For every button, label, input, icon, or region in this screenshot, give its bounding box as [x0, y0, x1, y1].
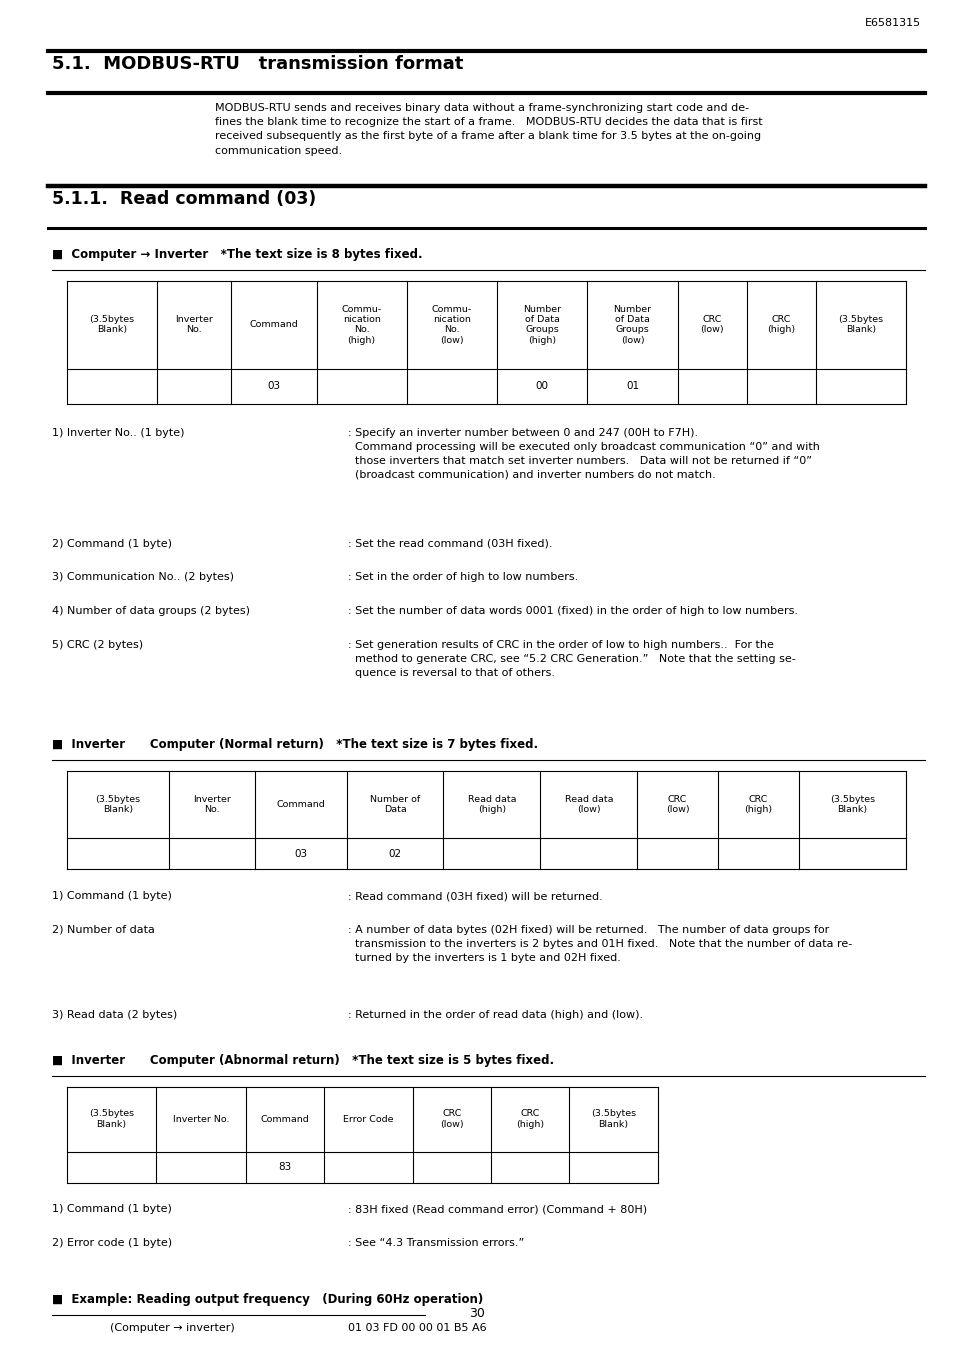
- Text: 3) Communication No.. (2 bytes): 3) Communication No.. (2 bytes): [52, 572, 234, 582]
- Text: 02: 02: [388, 849, 401, 859]
- Text: Error Code: Error Code: [343, 1115, 394, 1123]
- Text: Commu-
nication
No.
(high): Commu- nication No. (high): [341, 305, 381, 344]
- Text: CRC
(high): CRC (high): [766, 315, 795, 335]
- Text: Read data
(high): Read data (high): [467, 795, 516, 814]
- Text: ■  Example: Reading output frequency   (During 60Hz operation): ■ Example: Reading output frequency (Dur…: [52, 1293, 483, 1307]
- Text: Number of
Data: Number of Data: [370, 795, 419, 814]
- Text: 5) CRC (2 bytes): 5) CRC (2 bytes): [52, 640, 144, 649]
- Text: (3.5bytes
Blank): (3.5bytes Blank): [829, 795, 874, 814]
- Text: 5.1.1.  Read command (03): 5.1.1. Read command (03): [52, 190, 316, 208]
- Text: (Computer → inverter): (Computer → inverter): [110, 1323, 234, 1332]
- Text: CRC
(low): CRC (low): [665, 795, 689, 814]
- Text: 2) Command (1 byte): 2) Command (1 byte): [52, 539, 172, 548]
- Text: 2) Error code (1 byte): 2) Error code (1 byte): [52, 1238, 172, 1247]
- Text: : Specify an inverter number between 0 and 247 (00H to F7H).
  Command processin: : Specify an inverter number between 0 a…: [348, 428, 820, 481]
- Text: 2) Number of data: 2) Number of data: [52, 925, 155, 934]
- Text: Number
of Data
Groups
(high): Number of Data Groups (high): [522, 305, 560, 344]
- Text: Read data
(low): Read data (low): [564, 795, 613, 814]
- Text: : Returned in the order of read data (high) and (low).: : Returned in the order of read data (hi…: [348, 1010, 642, 1019]
- Text: 03: 03: [294, 849, 307, 859]
- Text: ■  Inverter      Computer (Abnormal return)   *The text size is 5 bytes fixed.: ■ Inverter Computer (Abnormal return) *T…: [52, 1054, 554, 1068]
- Text: (3.5bytes
Blank): (3.5bytes Blank): [838, 315, 882, 335]
- Text: : See “4.3 Transmission errors.”: : See “4.3 Transmission errors.”: [348, 1238, 524, 1247]
- Text: CRC
(low): CRC (low): [439, 1110, 463, 1129]
- Text: 01: 01: [625, 381, 639, 392]
- Text: 01 03 FD 00 00 01 B5 A6: 01 03 FD 00 00 01 B5 A6: [348, 1323, 486, 1332]
- Text: 1) Command (1 byte): 1) Command (1 byte): [52, 1204, 172, 1214]
- Text: 03: 03: [267, 381, 280, 392]
- Text: : 83H fixed (Read command error) (Command + 80H): : 83H fixed (Read command error) (Comman…: [348, 1204, 647, 1214]
- Text: : A number of data bytes (02H fixed) will be returned.   The number of data grou: : A number of data bytes (02H fixed) wil…: [348, 925, 852, 963]
- Text: 1) Inverter No.. (1 byte): 1) Inverter No.. (1 byte): [52, 428, 185, 437]
- Text: Command: Command: [276, 801, 325, 809]
- Text: 83: 83: [277, 1162, 291, 1172]
- Text: 00: 00: [536, 381, 548, 392]
- Text: (3.5bytes
Blank): (3.5bytes Blank): [590, 1110, 636, 1129]
- Text: E6581315: E6581315: [863, 18, 920, 27]
- Text: 1) Command (1 byte): 1) Command (1 byte): [52, 891, 172, 900]
- Text: : Set the number of data words 0001 (fixed) in the order of high to low numbers.: : Set the number of data words 0001 (fix…: [348, 606, 798, 616]
- Text: (3.5bytes
Blank): (3.5bytes Blank): [95, 795, 140, 814]
- Text: 3) Read data (2 bytes): 3) Read data (2 bytes): [52, 1010, 177, 1019]
- Text: Number
of Data
Groups
(low): Number of Data Groups (low): [613, 305, 651, 344]
- Text: Commu-
nication
No.
(low): Commu- nication No. (low): [432, 305, 472, 344]
- Text: CRC
(high): CRC (high): [743, 795, 772, 814]
- Text: (3.5bytes
Blank): (3.5bytes Blank): [89, 1110, 134, 1129]
- Text: : Set generation results of CRC in the order of low to high numbers..  For the
 : : Set generation results of CRC in the o…: [348, 640, 795, 678]
- Text: (3.5bytes
Blank): (3.5bytes Blank): [90, 315, 134, 335]
- Text: MODBUS-RTU sends and receives binary data without a frame-synchronizing start co: MODBUS-RTU sends and receives binary dat…: [214, 103, 761, 155]
- Text: : Read command (03H fixed) will be returned.: : Read command (03H fixed) will be retur…: [348, 891, 602, 900]
- Text: Inverter
No.: Inverter No.: [193, 795, 231, 814]
- Text: 5.1.  MODBUS-RTU   transmission format: 5.1. MODBUS-RTU transmission format: [52, 55, 463, 73]
- Text: Inverter
No.: Inverter No.: [175, 315, 213, 335]
- Text: 4) Number of data groups (2 bytes): 4) Number of data groups (2 bytes): [52, 606, 251, 616]
- Text: ■  Computer → Inverter   *The text size is 8 bytes fixed.: ■ Computer → Inverter *The text size is …: [52, 248, 422, 262]
- Text: : Set the read command (03H fixed).: : Set the read command (03H fixed).: [348, 539, 552, 548]
- Text: Command: Command: [260, 1115, 309, 1123]
- Text: CRC
(low): CRC (low): [700, 315, 723, 335]
- Text: CRC
(high): CRC (high): [516, 1110, 543, 1129]
- Text: Command: Command: [250, 320, 298, 329]
- Text: Inverter No.: Inverter No.: [172, 1115, 229, 1123]
- Text: 30: 30: [469, 1307, 484, 1320]
- Text: ■  Inverter      Computer (Normal return)   *The text size is 7 bytes fixed.: ■ Inverter Computer (Normal return) *The…: [52, 738, 538, 752]
- Text: : Set in the order of high to low numbers.: : Set in the order of high to low number…: [348, 572, 578, 582]
